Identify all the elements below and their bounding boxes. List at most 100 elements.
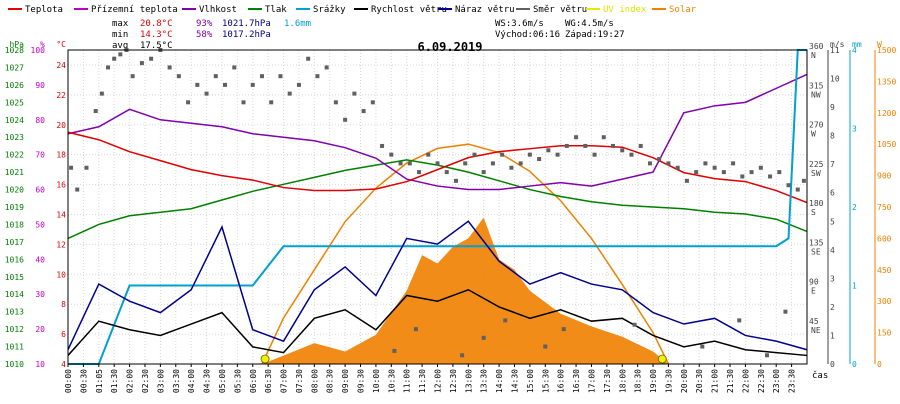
wind-speed-axis-tick-label: 5	[830, 217, 835, 226]
wind-dir-point	[795, 187, 800, 192]
pressure-axis-tick-label: 1015	[5, 273, 24, 282]
wind-dir-point	[638, 143, 643, 148]
wind-dir-compass-label: E	[811, 287, 816, 296]
wind-speed-axis-tick-label: 4	[830, 246, 835, 255]
stat-min-label: min	[112, 30, 128, 40]
wind-dir-point	[500, 152, 505, 157]
rain-axis-unit-label: mm	[852, 40, 862, 49]
wind-dir-point	[601, 135, 606, 140]
wind-dir-point	[527, 152, 532, 157]
stat-rain: 1.6mm	[284, 19, 311, 29]
wind-speed-axis-tick-label: 3	[830, 274, 835, 283]
wind-dir-compass-label: SW	[811, 169, 821, 178]
pressure-axis-unit-label: hPa	[10, 40, 25, 49]
wind-dir-point	[195, 82, 200, 87]
temperature-axis-tick-label: 16	[56, 181, 66, 190]
wind-dir-point	[139, 61, 144, 66]
wind-dir-point	[555, 152, 560, 157]
wind-dir-point	[712, 165, 717, 170]
legend-label-prizemni-teplota: Přízemní teplota	[91, 5, 178, 15]
x-tick-label: 16:00	[557, 369, 566, 393]
x-tick-label: 21:30	[726, 369, 735, 393]
x-tick-label: 02:30	[141, 369, 150, 393]
legend-label-uv-index: UV index	[603, 5, 647, 15]
temperature-axis-unit-label: °C	[56, 40, 66, 49]
legend-label-naraz-vetru: Náraz větru	[455, 5, 515, 15]
wind-dir-point	[647, 161, 652, 166]
wind-speed-axis-tick-label: 11	[830, 46, 840, 55]
solar-axis-tick-label: 300	[877, 297, 892, 306]
temperature-axis-tick-label: 22	[56, 91, 66, 100]
humidity-axis-tick-label: 100	[31, 46, 46, 55]
x-tick-label: 01:05	[95, 369, 104, 393]
wind-dir-point	[118, 52, 123, 57]
wind-dir-point	[764, 353, 769, 358]
humidity-axis-tick-label: 60	[35, 186, 45, 195]
wind-dir-point	[472, 152, 477, 157]
x-tick-label: 22:30	[757, 369, 766, 393]
x-tick-label: 15:30	[541, 369, 550, 393]
legend-label-vlhkost: Vlhkost	[199, 5, 237, 15]
pressure-axis-tick-label: 1023	[5, 133, 24, 142]
wind-dir-point	[611, 143, 616, 148]
stat-max-press: 1021.7hPa	[222, 19, 271, 29]
naraz-vetru-line	[67, 220, 808, 351]
wind-dir-point	[392, 348, 397, 353]
wind-dir-point	[684, 178, 689, 183]
humidity-axis-tick-label: 30	[35, 290, 45, 299]
stat-sunset: Západ:19:27	[565, 30, 625, 40]
x-tick-label: 23:00	[772, 369, 781, 393]
x-tick-label: 12:30	[449, 369, 458, 393]
wind-speed-axis-tick-label: 7	[830, 160, 835, 169]
wind-speed-axis-tick-label: 2	[830, 303, 835, 312]
x-tick-label: 15:00	[526, 369, 535, 393]
wind-dir-point	[564, 143, 569, 148]
wind-dir-point	[777, 170, 782, 175]
rain-axis-tick-label: 3	[852, 125, 857, 134]
wind-dir-point	[490, 161, 495, 166]
wind-dir-point	[629, 152, 634, 157]
stat-ws: WS:3.6m/s	[495, 19, 544, 29]
wind-dir-point	[731, 161, 736, 166]
wind-dir-point	[801, 178, 806, 183]
wind-dir-point	[99, 91, 104, 96]
uv-marker	[260, 354, 270, 364]
stat-avg-temp: 17.5°C	[140, 41, 173, 51]
solar-axis-tick-label: 600	[877, 234, 892, 243]
wind-dir-point	[407, 161, 412, 166]
solar-axis-tick-label: 1050	[877, 140, 896, 149]
pressure-axis-tick-label: 1010	[5, 360, 24, 369]
srazky-line	[68, 49, 807, 365]
wind-dir-point	[167, 65, 172, 70]
wind-dir-point	[389, 152, 394, 157]
solar-axis-tick-label: 1500	[877, 46, 896, 55]
stat-wg: WG:4.5m/s	[565, 19, 614, 29]
x-tick-label: 13:30	[480, 369, 489, 393]
humidity-axis-tick-label: 90	[35, 81, 45, 90]
wind-dir-point	[740, 174, 745, 179]
x-tick-label: 14:00	[495, 369, 504, 393]
wind-dir-point	[444, 170, 449, 175]
x-tick-label: 00:00	[64, 369, 73, 393]
wind-dir-point	[250, 82, 255, 87]
wind-dir-point	[481, 170, 486, 175]
wind-dir-point	[537, 157, 542, 162]
pressure-axis-tick-label: 1024	[5, 116, 24, 125]
rain-axis-tick-label: 1	[852, 282, 857, 291]
legend-label-teplota: Teplota	[25, 5, 63, 15]
wind-dir-point	[543, 344, 548, 349]
pressure-axis-tick-label: 1011	[5, 343, 24, 352]
plot-frame	[67, 49, 808, 365]
pressure-axis-tick-label: 1019	[5, 203, 24, 212]
wind-dir-point	[84, 165, 89, 170]
legend-label-tlak: Tlak	[265, 5, 287, 15]
solar-axis-tick-label: 450	[877, 266, 892, 275]
stat-sunrise: Východ:06:16	[495, 30, 560, 40]
x-tick-label: 06:00	[249, 369, 258, 393]
vlhkost-line	[67, 73, 808, 191]
rain-axis-tick-label: 2	[852, 203, 857, 212]
wind-dir-tick-label: 45	[809, 317, 819, 326]
stat-max-label: max	[112, 19, 129, 29]
wind-dir-point	[149, 56, 154, 61]
